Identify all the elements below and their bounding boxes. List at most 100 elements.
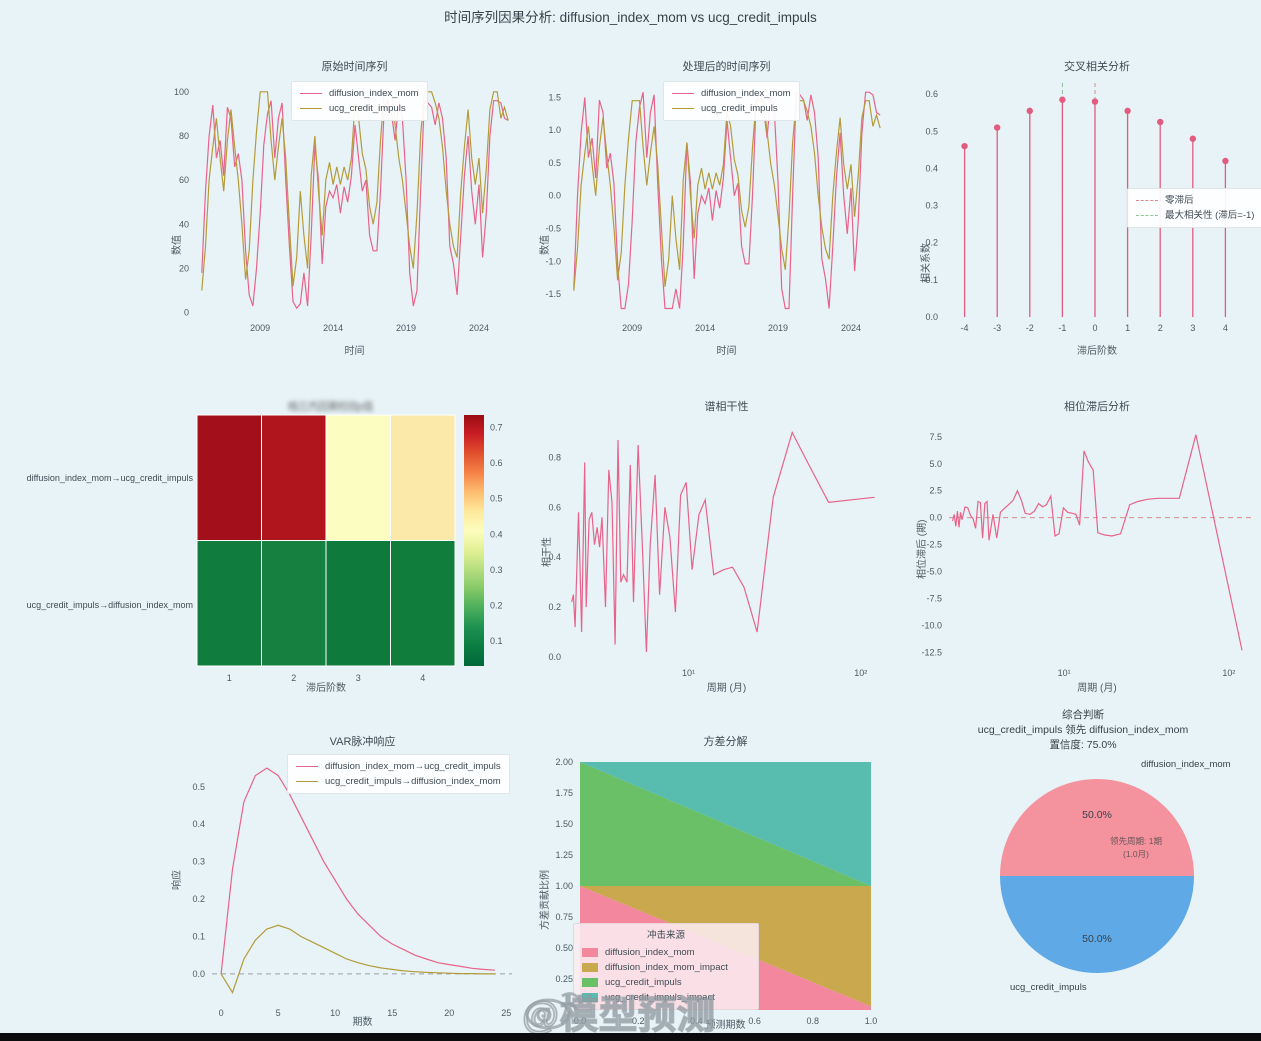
x-tick-label: -4 bbox=[961, 323, 969, 333]
y-tick-label: 0.2 bbox=[925, 238, 938, 248]
legend-swatch bbox=[672, 93, 694, 94]
legend-item: ucg_credit_impuls bbox=[300, 101, 419, 116]
x-tick-label: 10¹ bbox=[682, 668, 695, 678]
area-ucg_credit_impuls_impact bbox=[580, 762, 871, 886]
legend-item: diffusion_index_mom bbox=[672, 86, 791, 101]
y-tick-label: 0.4 bbox=[548, 552, 561, 562]
pie-slice-label-top: diffusion_index_mom bbox=[1141, 759, 1231, 770]
x-axis-label: 期数 bbox=[352, 1017, 373, 1028]
pie-pct-bottom: 50.0% bbox=[1082, 933, 1112, 945]
y-tick-label: -2.5 bbox=[926, 540, 942, 550]
y-tick-label: 7.5 bbox=[929, 432, 942, 442]
colorbar-tick: 0.3 bbox=[490, 565, 503, 575]
legend-label: ucg_credit_impuls_impact bbox=[605, 992, 715, 1003]
pie-note-line2: (1.0月) bbox=[1122, 849, 1149, 859]
x-axis-label: 时间 bbox=[344, 346, 365, 357]
pie-note-line1: 领先周期: 1期 bbox=[1110, 836, 1162, 846]
variance-decomposition-plot: 0.25 0.50 0.75 1.00 1.25 1.50 1.75 2.00 0.0 0.2 0.… bbox=[555, 757, 877, 1026]
y-tick-label: 0.50 bbox=[555, 943, 573, 953]
pie-slice-diffusion_index_mom bbox=[1000, 779, 1194, 876]
y-tick-label: 5.0 bbox=[929, 459, 942, 469]
y-tick-label: 0.6 bbox=[548, 502, 561, 512]
legend-swatch bbox=[582, 948, 598, 957]
phase-lag-plot: 7.5 5.0 2.5 0.0 -2.5 -5.0 -7.5 -10.0 -12.5 10¹ 10² bbox=[921, 432, 1253, 678]
heatmap-cell bbox=[261, 414, 327, 541]
colorbar-tick: 0.6 bbox=[490, 458, 503, 468]
y-tick-label: 0.4 bbox=[925, 163, 938, 173]
series-line bbox=[951, 434, 1243, 651]
y-tick-label: 0.1 bbox=[192, 932, 205, 942]
x-axis-label: 周期 (月) bbox=[1077, 683, 1117, 694]
x-tick-label: 20 bbox=[444, 1008, 454, 1018]
legend-title: 冲击来源 bbox=[646, 930, 685, 941]
pie-title: 综合判断 ucg_credit_impuls 领先 diffusion_inde… bbox=[905, 708, 1261, 753]
x-tick-label: 2 bbox=[291, 673, 296, 683]
y-tick-label: 0.5 bbox=[548, 158, 561, 168]
x-axis-label: 周期 (月) bbox=[706, 683, 747, 694]
x-axis-label: 滞后阶数 bbox=[1077, 346, 1117, 357]
legend-item: diffusion_index_mom bbox=[582, 945, 750, 960]
y-tick-label: 1.5 bbox=[548, 92, 561, 102]
x-tick-label: 25 bbox=[501, 1008, 511, 1018]
spectral-coherence-plot: 0.0 0.2 0.4 0.6 0.8 10¹ 10² bbox=[548, 430, 875, 678]
legend-item: ucg_credit_impuls_impact bbox=[582, 990, 750, 1005]
y-tick-label: 0.6 bbox=[925, 89, 938, 99]
x-tick-label: 0.8 bbox=[807, 1016, 820, 1026]
y-tick-label: -1.5 bbox=[545, 289, 561, 299]
legend-swatch bbox=[300, 108, 322, 109]
x-tick-label: 3 bbox=[356, 673, 361, 683]
chart-title: 相位滞后分析 bbox=[1064, 401, 1130, 413]
heatmap-cell bbox=[390, 414, 456, 541]
x-tick-label: 2014 bbox=[695, 323, 715, 333]
legend-swatch bbox=[296, 781, 318, 782]
x-tick-label: 2009 bbox=[250, 323, 270, 333]
y-tick-label: 0 bbox=[184, 308, 189, 318]
x-axis-label: 滞后阶数 bbox=[306, 683, 346, 694]
chart-title: 方差分解 bbox=[703, 736, 748, 748]
chart-title: 谱相干性 bbox=[704, 401, 749, 413]
y-tick-label: 0.0 bbox=[929, 513, 942, 523]
y-tick-label: 40 bbox=[179, 219, 189, 229]
x-tick-label: 0 bbox=[1092, 323, 1097, 333]
legend-label: diffusion_index_mom bbox=[605, 947, 695, 958]
chart-title: VAR脉冲响应 bbox=[329, 736, 396, 748]
heatmap-row-label: ucg_credit_impuls→diffusion_index_mom bbox=[26, 600, 193, 610]
legend-swatch bbox=[672, 108, 694, 109]
legend-original-series: diffusion_index_mom ucg_credit_impuls bbox=[291, 81, 428, 121]
y-tick-label: 1.25 bbox=[555, 850, 573, 860]
legend-swatch bbox=[1136, 200, 1158, 201]
series-line-diffusion_index_mom→ucg_credit_impuls bbox=[220, 767, 495, 974]
chart-title: 处理后的时间序列 bbox=[682, 61, 771, 73]
x-tick-label: 2024 bbox=[841, 323, 861, 333]
heatmap-cell bbox=[390, 540, 456, 667]
legend-label: diffusion_index_mom bbox=[701, 88, 791, 99]
x-tick-label: 0.4 bbox=[690, 1016, 703, 1026]
stem-marker bbox=[1222, 157, 1229, 165]
x-tick-label: -1 bbox=[1058, 323, 1066, 333]
chart-title: 原始时间序列 bbox=[321, 61, 388, 73]
panel-granger-heatmap: 格兰杰因果检验p值 1 2 3 4 0.1 0.2 0.3 0.4 0.5 0.6 0.7 diff… bbox=[0, 395, 520, 700]
panel-cross-correlation: 交叉相关分析 相关系数 0.0 0.1 0.2 0.3 0.4 0.5 0.6 -4 -3 -2-… bbox=[905, 55, 1261, 365]
x-tick-label: 10² bbox=[854, 668, 867, 678]
x-axis-label: 预测期数 bbox=[705, 1020, 746, 1031]
x-tick-label: 0 bbox=[219, 1008, 224, 1018]
x-tick-label: 10² bbox=[1222, 668, 1235, 678]
stem-marker bbox=[961, 142, 968, 150]
x-tick-label: 10¹ bbox=[1058, 668, 1071, 678]
x-tick-label: 5 bbox=[276, 1008, 281, 1018]
heatmap-row-label: diffusion_index_mom→ucg_credit_impuls bbox=[26, 473, 193, 483]
legend-processed-series: diffusion_index_mom ucg_credit_impuls bbox=[663, 81, 800, 121]
y-tick-label: 0.4 bbox=[192, 819, 205, 829]
chart-title-illegible: 格兰杰因果检验p值 bbox=[287, 401, 373, 413]
conclusion-pie-plot: 50.0% 50.0% bbox=[1000, 779, 1194, 973]
pie-slice-label-bottom: ucg_credit_impuls bbox=[1010, 982, 1087, 993]
y-tick-label: 20 bbox=[179, 263, 189, 273]
legend-item: diffusion_index_mom bbox=[300, 86, 419, 101]
y-tick-label: -10.0 bbox=[921, 620, 942, 630]
panel-variance-decomposition: 方差分解 方差贡献比例 0.25 0.50 0.75 1.00 1.25 1.50 1.75… bbox=[522, 730, 897, 1035]
stem-marker bbox=[1157, 118, 1164, 126]
legend-shock-source: 冲击来源 diffusion_index_mom diffusion_index_m… bbox=[573, 923, 759, 1010]
y-tick-label: 1.75 bbox=[555, 788, 573, 798]
bottom-bar bbox=[0, 1033, 1261, 1041]
stem-marker bbox=[1059, 96, 1066, 103]
